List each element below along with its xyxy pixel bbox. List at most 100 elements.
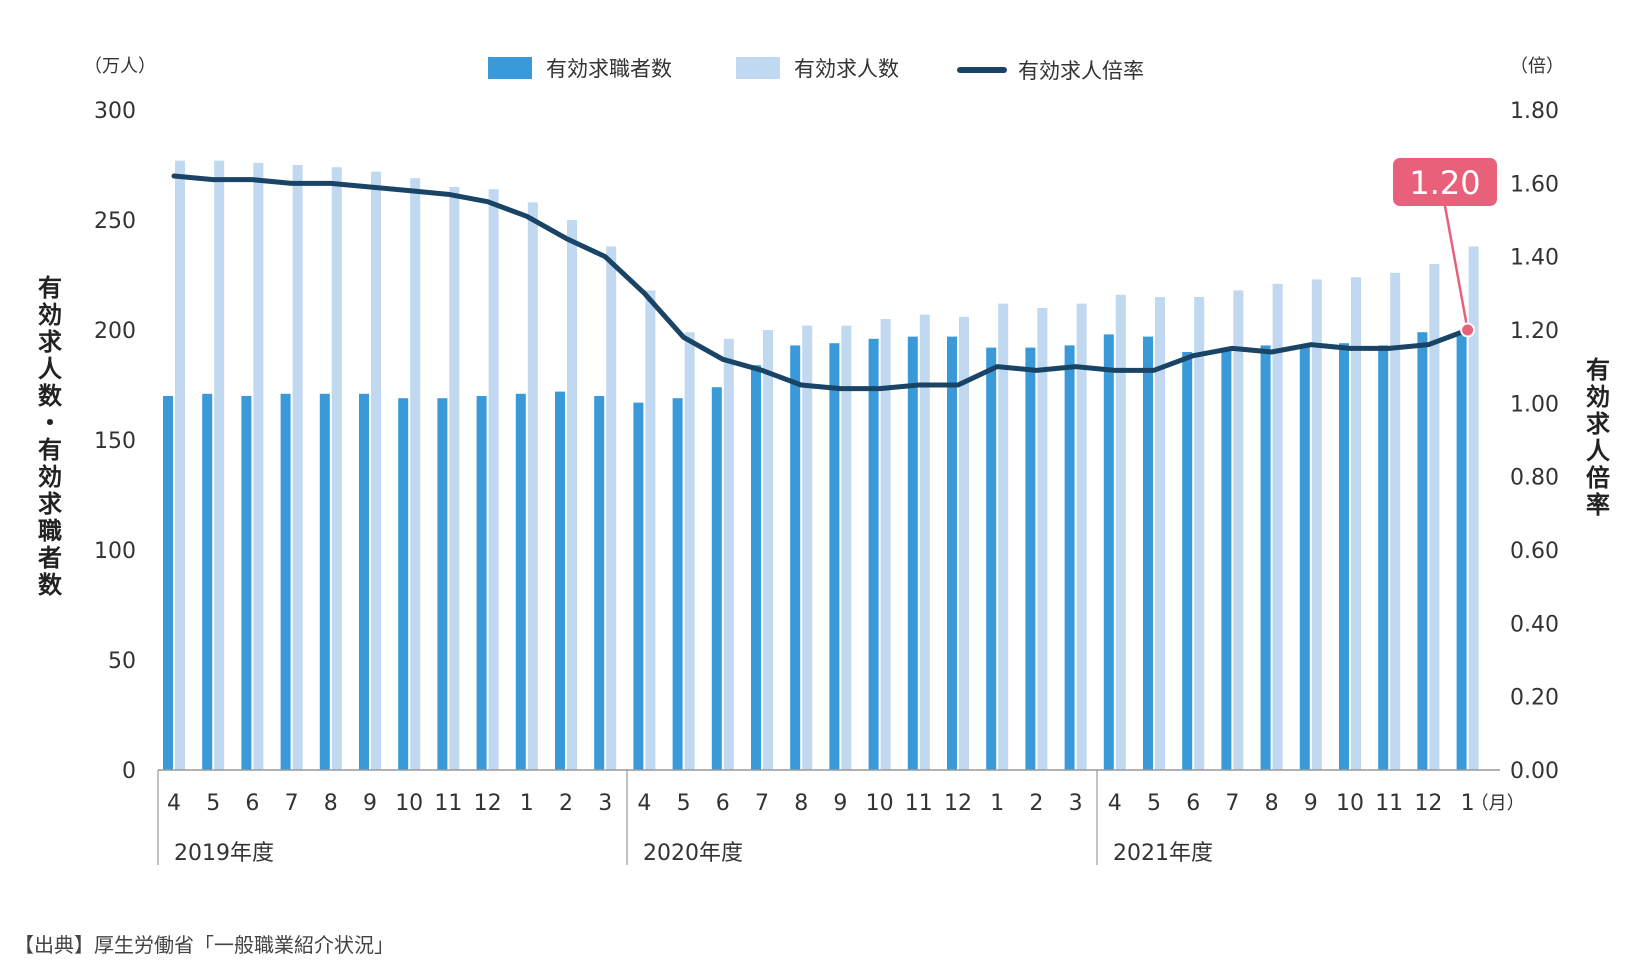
right-axis-title-char: 有 bbox=[1586, 356, 1610, 384]
legend-swatch-job-openings bbox=[736, 57, 780, 79]
bar-job-seekers-16 bbox=[790, 345, 801, 770]
bar-job-openings-25 bbox=[1155, 297, 1165, 770]
bar-job-seekers-24 bbox=[1103, 334, 1114, 770]
bar-job-seekers-12 bbox=[633, 402, 644, 770]
bar-job-seekers-26 bbox=[1182, 352, 1193, 770]
left-tick-label: 250 bbox=[94, 209, 136, 234]
month-tick-label: 4 bbox=[1108, 791, 1122, 816]
bar-job-seekers-29 bbox=[1299, 345, 1310, 770]
bar-job-openings-6 bbox=[410, 178, 421, 770]
bar-job-openings-3 bbox=[292, 165, 303, 770]
left-axis-title-char: 効 bbox=[38, 463, 62, 491]
month-tick-label: 3 bbox=[1069, 791, 1083, 816]
ratio-line-layer bbox=[171, 173, 1471, 392]
month-tick-label: 1 bbox=[520, 791, 534, 816]
left-axis-title-char: 数 bbox=[38, 382, 63, 410]
bar-job-openings-11 bbox=[606, 246, 617, 770]
bar-job-seekers-21 bbox=[986, 347, 997, 770]
left-axis-title-char: 求 bbox=[38, 490, 62, 518]
left-axis-title-char: 効 bbox=[38, 301, 62, 329]
bar-job-openings-29 bbox=[1311, 279, 1322, 770]
bar-job-openings-12 bbox=[645, 290, 656, 770]
right-tick-label: 0.60 bbox=[1510, 539, 1559, 564]
left-tick-label: 300 bbox=[94, 99, 136, 124]
month-tick-label: 1 bbox=[1461, 791, 1475, 816]
bar-job-seekers-3 bbox=[280, 393, 291, 770]
left-axis-title-char: 有 bbox=[38, 274, 62, 302]
bar-job-seekers-11 bbox=[594, 396, 605, 770]
bar-job-seekers-33 bbox=[1456, 334, 1467, 770]
left-tick-label: 150 bbox=[94, 429, 136, 454]
left-axis-title-char: 有 bbox=[38, 436, 62, 464]
month-tick-label: 7 bbox=[1225, 791, 1239, 816]
bar-job-seekers-14 bbox=[711, 387, 722, 770]
left-axis-title-char: ・ bbox=[38, 409, 62, 437]
left-tick-label: 200 bbox=[94, 319, 136, 344]
bar-job-seekers-30 bbox=[1339, 343, 1349, 770]
bar-job-seekers-5 bbox=[359, 393, 369, 770]
month-tick-label: 6 bbox=[1186, 791, 1200, 816]
bar-job-openings-17 bbox=[841, 325, 852, 770]
left-axis-title: 有効求人数・有効求職者数 bbox=[38, 274, 63, 599]
left-axis-title-char: 者 bbox=[38, 544, 62, 572]
legend-swatch-job-seekers bbox=[488, 57, 532, 79]
fiscal-year-label: 2021年度 bbox=[1113, 841, 1213, 866]
legend: 有効求職者数 有効求人数 有効求人倍率 bbox=[488, 57, 1144, 83]
bar-job-openings-23 bbox=[1076, 303, 1087, 770]
month-tick-label: 4 bbox=[167, 791, 181, 816]
right-axis-title-char: 求 bbox=[1586, 410, 1610, 438]
bar-job-seekers-19 bbox=[907, 336, 918, 770]
bar-job-openings-31 bbox=[1390, 272, 1401, 770]
bar-job-seekers-32 bbox=[1417, 332, 1428, 770]
month-tick-label: 12 bbox=[944, 791, 972, 816]
month-tick-label: 8 bbox=[794, 791, 808, 816]
bar-job-openings-32 bbox=[1429, 264, 1440, 770]
axes-layer: 300 250 200 150 100 50 0 1.80 1.60 1.40 1.20 1.00 0.… bbox=[38, 99, 1610, 866]
bar-job-seekers-17 bbox=[829, 343, 840, 770]
right-tick-label: 0.80 bbox=[1510, 466, 1559, 491]
bar-job-seekers-31 bbox=[1378, 345, 1389, 770]
bar-job-seekers-7 bbox=[437, 398, 448, 770]
bar-job-openings-1 bbox=[214, 160, 225, 771]
month-tick-label: 11 bbox=[434, 791, 462, 816]
ratio-line bbox=[171, 173, 1471, 392]
bar-job-seekers-2 bbox=[241, 396, 252, 770]
right-tick-label: 1.00 bbox=[1510, 392, 1559, 417]
bar-job-seekers-4 bbox=[319, 393, 330, 770]
month-tick-label: 9 bbox=[1304, 791, 1318, 816]
bar-job-seekers-18 bbox=[868, 338, 879, 770]
month-tick-label: 5 bbox=[677, 791, 691, 816]
right-axis-title-char: 人 bbox=[1586, 437, 1610, 465]
legend-label-job-seekers: 有効求職者数 bbox=[546, 57, 672, 81]
bar-job-seekers-27 bbox=[1221, 347, 1232, 770]
callout-label: 1.20 bbox=[1409, 164, 1480, 202]
legend-label-ratio: 有効求人倍率 bbox=[1018, 59, 1144, 83]
month-tick-label: 8 bbox=[324, 791, 338, 816]
bars-layer bbox=[163, 160, 1479, 771]
month-tick-label: 11 bbox=[905, 791, 933, 816]
callout-point bbox=[1460, 322, 1476, 338]
bar-job-openings-5 bbox=[371, 171, 381, 771]
month-tick-label: 3 bbox=[598, 791, 612, 816]
bar-job-openings-26 bbox=[1194, 297, 1205, 770]
month-tick-label: 2 bbox=[559, 791, 573, 816]
bar-job-openings-20 bbox=[959, 316, 969, 770]
bar-job-openings-14 bbox=[723, 338, 734, 770]
right-axis-title-char: 倍 bbox=[1586, 464, 1610, 492]
bar-job-seekers-9 bbox=[515, 393, 526, 770]
bar-job-seekers-20 bbox=[947, 336, 957, 770]
left-axis-title-char: 求 bbox=[38, 328, 62, 356]
bar-job-seekers-13 bbox=[672, 398, 683, 770]
month-tick-label: 10 bbox=[866, 791, 894, 816]
bar-job-openings-22 bbox=[1037, 308, 1048, 770]
bar-job-openings-4 bbox=[331, 167, 342, 770]
bar-job-openings-33 bbox=[1468, 246, 1479, 770]
left-tick-label: 100 bbox=[94, 539, 136, 564]
left-axis-title-char: 人 bbox=[38, 355, 62, 383]
callout-layer: 1.20 bbox=[1393, 158, 1497, 338]
month-tick-label: 11 bbox=[1375, 791, 1403, 816]
bar-job-openings-15 bbox=[763, 330, 773, 770]
month-tick-label: 7 bbox=[755, 791, 769, 816]
bar-job-openings-13 bbox=[684, 332, 695, 770]
